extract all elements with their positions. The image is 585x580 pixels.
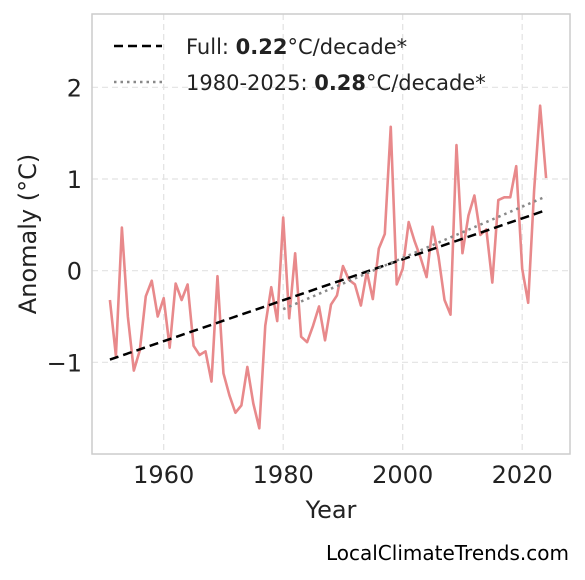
- plot-background: [92, 14, 570, 454]
- trend-line-recent: [282, 195, 547, 311]
- legend-recent-value: 0.28: [314, 71, 366, 95]
- x-ticks: 1960 1980 2000 2020: [133, 461, 553, 489]
- y-axis-label: Anomaly (°C): [14, 154, 42, 314]
- y-tick-label: 2: [67, 74, 82, 102]
- legend-full-prefix: Full:: [186, 35, 236, 59]
- y-ticks: −1 0 1 2: [47, 74, 82, 377]
- legend-recent-prefix: 1980-2025:: [186, 71, 314, 95]
- x-axis-label: Year: [305, 496, 357, 524]
- plot-frame: [91, 13, 571, 455]
- series-layer: [108, 104, 548, 430]
- anomaly-series-line: [108, 104, 548, 430]
- legend-full-value: 0.22: [236, 35, 288, 59]
- legend-label-full: Full: 0.22°C/decade*: [186, 35, 407, 59]
- legend-recent-suffix: °C/decade*: [366, 71, 486, 95]
- credit-text: LocalClimateTrends.com: [326, 541, 569, 565]
- x-tick-label: 1980: [253, 461, 314, 489]
- y-tick-label: 0: [67, 258, 82, 286]
- trend-line-full: [109, 208, 547, 361]
- legend-full-suffix: °C/decade*: [288, 35, 408, 59]
- y-tick-label: 1: [67, 166, 82, 194]
- x-tick-label: 2020: [492, 461, 553, 489]
- x-tick-label: 2000: [372, 461, 433, 489]
- y-tick-label: −1: [47, 349, 82, 377]
- legend: Full: 0.22°C/decade* 1980-2025: 0.28°C/d…: [114, 35, 486, 95]
- x-tick-label: 1960: [133, 461, 194, 489]
- legend-label-recent: 1980-2025: 0.28°C/decade*: [186, 71, 486, 95]
